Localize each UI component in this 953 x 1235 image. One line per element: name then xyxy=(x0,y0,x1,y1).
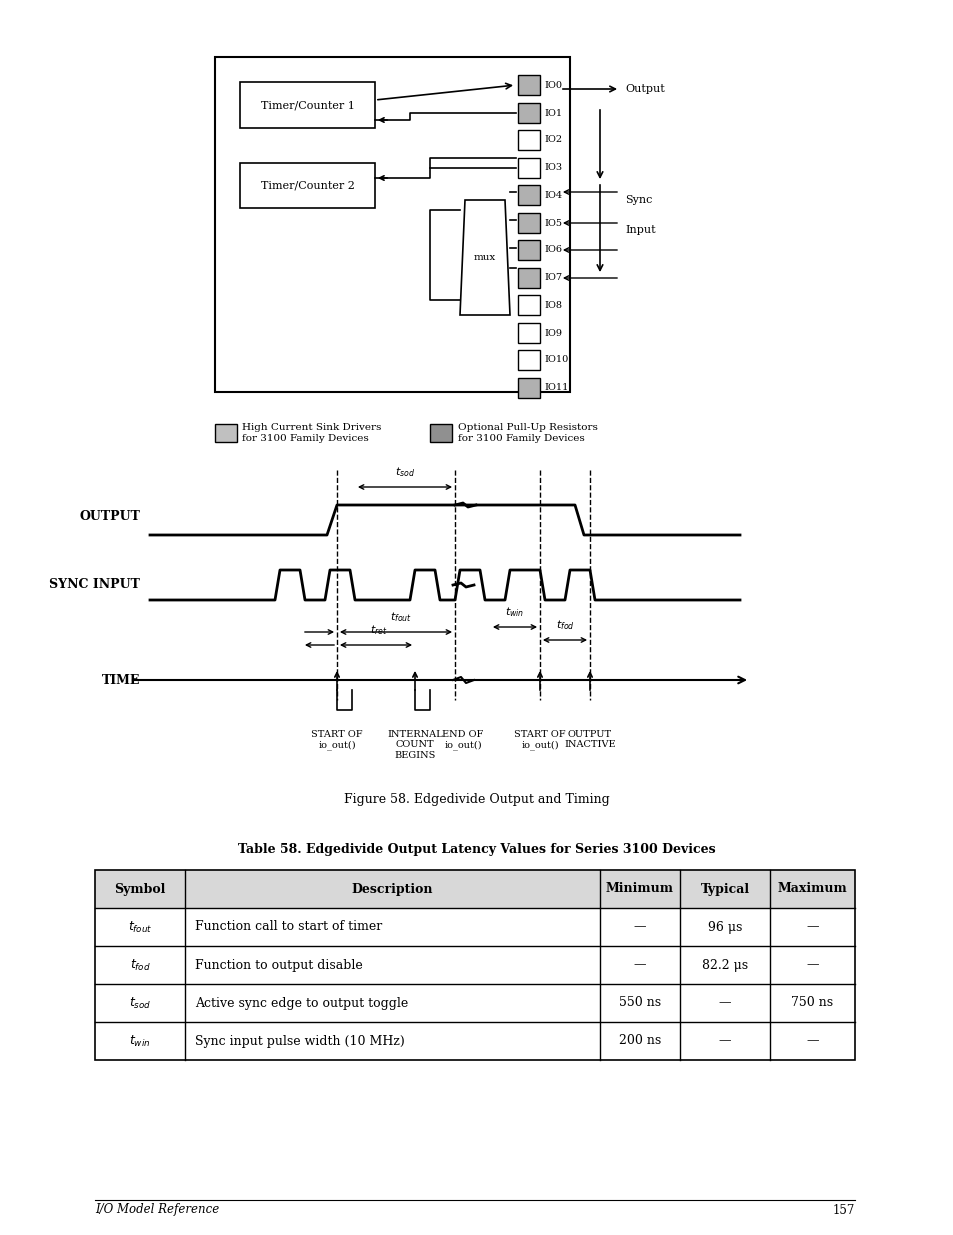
Text: Output: Output xyxy=(624,84,664,94)
Text: —: — xyxy=(633,958,645,972)
Bar xyxy=(95,869,854,908)
Bar xyxy=(517,268,539,288)
Bar xyxy=(240,82,375,128)
Text: INTERNAL
COUNT
BEGINS: INTERNAL COUNT BEGINS xyxy=(387,730,442,760)
Text: Typical: Typical xyxy=(700,883,749,895)
Text: SYNC INPUT: SYNC INPUT xyxy=(49,578,140,592)
Bar xyxy=(214,57,569,391)
Text: Function call to start of timer: Function call to start of timer xyxy=(194,920,382,934)
Text: —: — xyxy=(805,958,818,972)
Text: IO10: IO10 xyxy=(543,356,568,364)
Text: 550 ns: 550 ns xyxy=(618,997,660,1009)
Bar xyxy=(517,212,539,233)
Text: Description: Description xyxy=(352,883,433,895)
Text: IO0: IO0 xyxy=(543,80,561,89)
Bar xyxy=(517,350,539,370)
Bar xyxy=(517,240,539,261)
Text: END OF
io_out(): END OF io_out() xyxy=(442,730,483,750)
Text: Input: Input xyxy=(624,225,655,235)
Text: mux: mux xyxy=(474,253,496,262)
Text: Sync: Sync xyxy=(624,195,652,205)
Text: IO9: IO9 xyxy=(543,329,561,337)
Text: —: — xyxy=(718,997,731,1009)
Text: Timer/Counter 1: Timer/Counter 1 xyxy=(260,100,355,110)
Bar xyxy=(517,75,539,95)
Text: IO6: IO6 xyxy=(543,246,561,254)
Text: $t_{sod}$: $t_{sod}$ xyxy=(129,995,151,1010)
Bar xyxy=(517,185,539,205)
Text: $t_{fout}$: $t_{fout}$ xyxy=(390,610,412,624)
Text: OUTPUT
INACTIVE: OUTPUT INACTIVE xyxy=(563,730,616,750)
Text: TIME: TIME xyxy=(102,673,140,687)
Bar xyxy=(517,103,539,124)
Text: START OF
io_out(): START OF io_out() xyxy=(311,730,362,750)
Text: IO5: IO5 xyxy=(543,219,561,227)
Text: IO1: IO1 xyxy=(543,109,561,117)
Text: 82.2 μs: 82.2 μs xyxy=(701,958,747,972)
Text: $t_{fout}$: $t_{fout}$ xyxy=(128,919,152,935)
Text: IO7: IO7 xyxy=(543,273,561,283)
Text: 750 ns: 750 ns xyxy=(791,997,833,1009)
Polygon shape xyxy=(459,200,510,315)
Bar xyxy=(95,869,854,1060)
Text: Table 58. Edgedivide Output Latency Values for Series 3100 Devices: Table 58. Edgedivide Output Latency Valu… xyxy=(238,844,715,857)
Text: $t_{ret}$: $t_{ret}$ xyxy=(370,624,388,637)
Text: Optional Pull-Up Resistors
for 3100 Family Devices: Optional Pull-Up Resistors for 3100 Fami… xyxy=(457,424,598,442)
Bar xyxy=(517,130,539,149)
Text: OUTPUT: OUTPUT xyxy=(79,510,140,524)
Text: 157: 157 xyxy=(832,1203,854,1216)
Text: Symbol: Symbol xyxy=(114,883,166,895)
Text: High Current Sink Drivers
for 3100 Family Devices: High Current Sink Drivers for 3100 Famil… xyxy=(242,424,381,442)
Text: $t_{sod}$: $t_{sod}$ xyxy=(395,466,415,479)
Text: —: — xyxy=(805,920,818,934)
Text: IO2: IO2 xyxy=(543,136,561,144)
Text: —: — xyxy=(805,1035,818,1047)
Bar xyxy=(517,378,539,398)
Text: Active sync edge to output toggle: Active sync edge to output toggle xyxy=(194,997,408,1009)
Text: Function to output disable: Function to output disable xyxy=(194,958,362,972)
Bar xyxy=(240,163,375,207)
Bar xyxy=(517,295,539,315)
Text: IO11: IO11 xyxy=(543,384,568,393)
Text: Minimum: Minimum xyxy=(605,883,673,895)
Text: Timer/Counter 2: Timer/Counter 2 xyxy=(260,180,355,190)
Text: IO3: IO3 xyxy=(543,163,561,173)
Text: Maximum: Maximum xyxy=(777,883,846,895)
Text: Figure 58. Edgedivide Output and Timing: Figure 58. Edgedivide Output and Timing xyxy=(344,794,609,806)
Text: $t_{win}$: $t_{win}$ xyxy=(505,605,524,619)
Bar xyxy=(430,424,452,442)
Text: START OF
io_out(): START OF io_out() xyxy=(514,730,565,750)
Bar xyxy=(517,324,539,343)
Text: Sync input pulse width (10 MHz): Sync input pulse width (10 MHz) xyxy=(194,1035,404,1047)
Text: I/O Model Reference: I/O Model Reference xyxy=(95,1203,219,1216)
Text: IO4: IO4 xyxy=(543,190,561,200)
Text: $t_{win}$: $t_{win}$ xyxy=(130,1034,151,1049)
Text: IO8: IO8 xyxy=(543,300,561,310)
Text: $t_{fod}$: $t_{fod}$ xyxy=(130,957,151,972)
Text: $t_{fod}$: $t_{fod}$ xyxy=(555,619,574,632)
Text: —: — xyxy=(633,920,645,934)
Bar xyxy=(517,158,539,178)
Text: —: — xyxy=(718,1035,731,1047)
Bar xyxy=(214,424,236,442)
Text: 96 μs: 96 μs xyxy=(707,920,741,934)
Text: 200 ns: 200 ns xyxy=(618,1035,660,1047)
